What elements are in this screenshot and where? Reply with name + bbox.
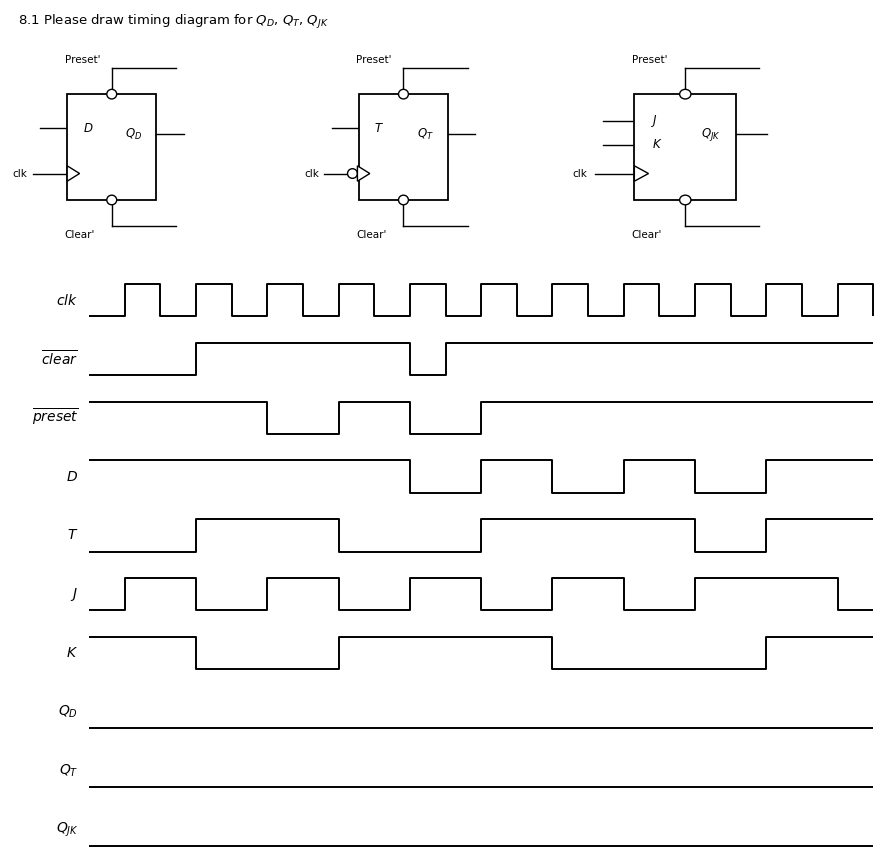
Text: clk: clk: [12, 168, 27, 179]
Text: $Q_T$: $Q_T$: [417, 127, 434, 142]
Text: 8.1 Please draw timing diagram for $Q_D$, $Q_T$, $Q_{JK}$: 8.1 Please draw timing diagram for $Q_D$…: [18, 13, 329, 31]
Text: $\overline{preset}$: $\overline{preset}$: [32, 407, 79, 429]
Bar: [67, 94, 156, 200]
Text: $\overline{clear}$: $\overline{clear}$: [42, 350, 79, 369]
Text: $Q_{JK}$: $Q_{JK}$: [701, 126, 720, 143]
Circle shape: [680, 89, 691, 99]
Text: $J$: $J$: [71, 586, 79, 603]
Bar: [635, 94, 736, 200]
Text: Clear': Clear': [356, 229, 387, 240]
Text: D: D: [83, 121, 92, 135]
Bar: [359, 94, 448, 200]
Text: $Q_{JK}$: $Q_{JK}$: [56, 820, 79, 838]
Text: $K$: $K$: [66, 646, 79, 660]
Text: $Q_D$: $Q_D$: [58, 704, 79, 720]
Circle shape: [399, 89, 408, 99]
Text: Preset': Preset': [631, 54, 667, 64]
Text: K: K: [652, 138, 660, 151]
Polygon shape: [635, 166, 649, 181]
Text: $Q_T$: $Q_T$: [59, 763, 79, 779]
Text: Preset': Preset': [65, 54, 100, 64]
Circle shape: [107, 89, 117, 99]
Text: Clear': Clear': [65, 229, 95, 240]
Polygon shape: [357, 166, 370, 181]
Circle shape: [107, 195, 117, 204]
Text: clk: clk: [304, 168, 319, 179]
Text: $T$: $T$: [67, 528, 79, 542]
Circle shape: [680, 195, 691, 204]
Text: $D$: $D$: [66, 470, 79, 484]
Text: J: J: [652, 114, 656, 127]
Polygon shape: [67, 166, 80, 181]
Circle shape: [399, 195, 408, 204]
Text: $clk$: $clk$: [57, 293, 79, 308]
Text: $Q_D$: $Q_D$: [126, 127, 142, 142]
Text: Preset': Preset': [356, 54, 392, 64]
Text: Clear': Clear': [631, 229, 662, 240]
Text: clk: clk: [572, 168, 587, 179]
Circle shape: [347, 168, 357, 179]
Text: T: T: [375, 121, 382, 135]
